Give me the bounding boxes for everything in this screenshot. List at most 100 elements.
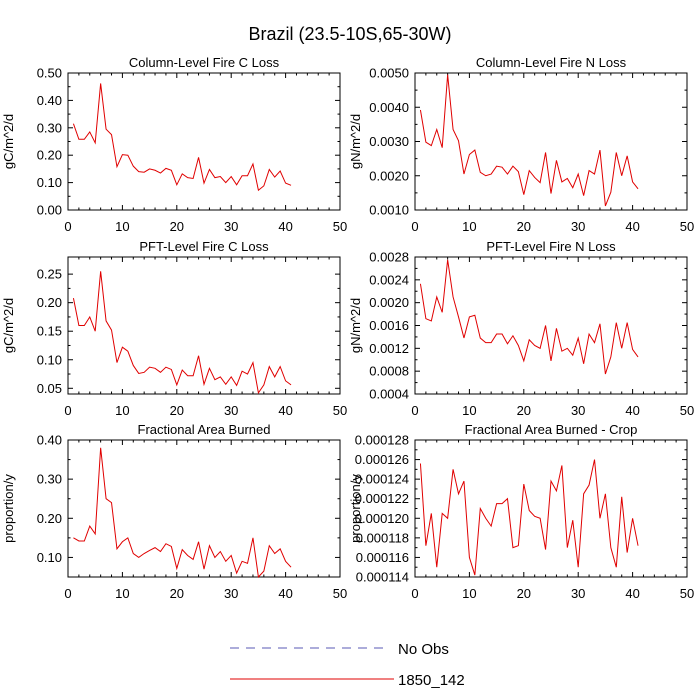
panel-6-series-line [419,459,639,576]
panel-1-ytick-label: 0.40 [37,93,62,108]
panel-1-ytick-label: 0.30 [37,120,62,135]
panel-5-series-line [73,447,292,579]
panel-2-ytick-label: 0.0020 [369,168,409,183]
panel-4-ytick-label: 0.0008 [369,364,409,379]
panel-3-title: PFT-Level Fire C Loss [139,239,269,254]
panel-3-series-line [72,271,292,395]
panel-5-ytick-label: 0.10 [37,550,62,565]
panel-1-xtick-label: 40 [278,219,292,234]
panel-1-ylabel: gC/m^2/d [1,114,16,169]
panel-6-ytick-label: 0.000118 [356,530,409,545]
panel-5-xtick-label: 50 [333,586,347,601]
panel-4-ytick-label: 0.0028 [369,250,409,265]
panel-4-ytick-label: 0.0016 [369,318,409,333]
panel-4-series-line [419,259,639,375]
panel-3-ytick-label: 0.05 [37,381,62,396]
panel-1-series-line [72,83,292,192]
legend-no-obs-label: No Obs [398,641,449,658]
panel-1-ytick-label: 0.00 [37,203,62,218]
panel-5-xtick-label: 30 [224,586,238,601]
panel-1-ytick-label: 0.20 [37,148,62,163]
panel-2-xtick-label: 40 [625,219,639,234]
panel-4: PFT-Level Fire N Loss 0 10 20 30 40 50 0.0004 0.… [348,239,694,418]
panel-2-ytick-label: 0.0030 [369,134,409,149]
panel-4-frame [414,256,688,395]
panel-3-xtick-label: 10 [115,403,129,418]
panel-1-title: Column-Level Fire C Loss [129,55,280,70]
panel-2-title: Column-Level Fire N Loss [476,55,627,70]
panel-1-xtick-label: 10 [115,219,129,234]
panel-3-xtick-label: 40 [278,403,292,418]
panel-2-xtick-label: 20 [517,219,531,234]
panel-2-ytick-label: 0.0050 [369,66,409,81]
panel-5: Fractional Area Burned 0 10 20 30 40 50 0.10 0.2… [1,422,347,601]
panel-3-ytick-label: 0.15 [37,324,62,339]
figure-title: Brazil (23.5-10S,65-30W) [248,24,451,44]
panel-1-xtick-label: 30 [224,219,238,234]
panel-2-ytick-label: 0.0010 [369,203,409,218]
panel-6-xtick-label: 50 [680,586,694,601]
panel-4-ytick-label: 0.0004 [369,387,409,402]
panel-6-title: Fractional Area Burned - Crop [465,422,638,437]
panel-3-xtick-label: 20 [170,403,184,418]
panel-6-xtick-label: 20 [517,586,531,601]
panel-5-ytick-label: 0.30 [37,472,62,487]
panel-3-xtick-label: 0 [64,403,71,418]
panel-6-ytick-label: 0.000128 [355,433,409,448]
panel-5-xtick-label: 10 [115,586,129,601]
panel-5-xtick-label: 40 [278,586,292,601]
panel-2-xtick-label: 50 [680,219,694,234]
panel-6-ytick-label: 0.000122 [355,491,409,506]
panel-4-ylabel: gN/m^2/d [348,298,363,353]
panel-1-frame [67,72,341,211]
panel-1-xtick-label: 50 [333,219,347,234]
panel-6-ylabel: proportion/y [348,474,363,543]
panel-3-xtick-label: 30 [224,403,238,418]
panel-4-ytick-label: 0.0020 [369,295,409,310]
panel-6-ytick-label: 0.000120 [355,511,409,526]
panel-6-frame [414,439,688,578]
panel-6-xtick-label: 30 [571,586,585,601]
panel-4-xtick-label: 30 [571,403,585,418]
panel-3-ylabel: gC/m^2/d [1,298,16,353]
panel-4-ytick-label: 0.0012 [369,341,409,356]
panel-5-xtick-label: 20 [170,586,184,601]
panel-2-ylabel: gN/m^2/d [348,114,363,169]
panel-4-xtick-label: 40 [625,403,639,418]
panel-4-xtick-label: 20 [517,403,531,418]
panel-5-frame [67,439,341,578]
panel-4-title: PFT-Level Fire N Loss [486,239,616,254]
panel-3: PFT-Level Fire C Loss 0 10 20 30 40 50 0.05 0.10… [1,239,347,418]
panel-2-xtick-label: 0 [411,219,418,234]
panel-3-ytick-label: 0.25 [37,267,62,282]
panel-6-ytick-label: 0.000124 [355,472,409,487]
panel-3-ytick-label: 0.10 [37,352,62,367]
panel-2-frame [414,72,688,211]
panel-5-ylabel: proportion/y [1,474,16,543]
panel-5-ytick-label: 0.20 [37,511,62,526]
panel-6: Fractional Area Burned - Crop 0 10 20 30 40 50… [348,422,694,601]
legend: No Obs 1850_142 [230,641,465,689]
panel-6-xtick-label: 40 [625,586,639,601]
panel-6-ytick-label: 0.000126 [355,452,409,467]
panel-3-frame [67,256,341,395]
panel-4-xtick-label: 10 [462,403,476,418]
panel-4-xtick-label: 0 [411,403,418,418]
legend-1850-142-label: 1850_142 [398,672,465,689]
panel-4-xtick-label: 50 [680,403,694,418]
panel-1-ytick-label: 0.10 [37,175,62,190]
panel-2-xtick-label: 30 [571,219,585,234]
panel-3-xtick-label: 50 [333,403,347,418]
panel-2-series-line [419,74,639,207]
panel-6-ytick-label: 0.000114 [356,570,409,585]
panel-5-title: Fractional Area Burned [138,422,271,437]
panel-6-ytick-label: 0.000116 [356,550,409,565]
panel-1-xtick-label: 20 [170,219,184,234]
panel-1-xtick-label: 0 [64,219,71,234]
panel-5-xtick-label: 0 [64,586,71,601]
panel-1-ytick-label: 0.50 [37,66,62,81]
panel-2-xtick-label: 10 [462,219,476,234]
panel-1: Column-Level Fire C Loss 0 10 20 30 40 50 0.00 0… [1,55,347,234]
